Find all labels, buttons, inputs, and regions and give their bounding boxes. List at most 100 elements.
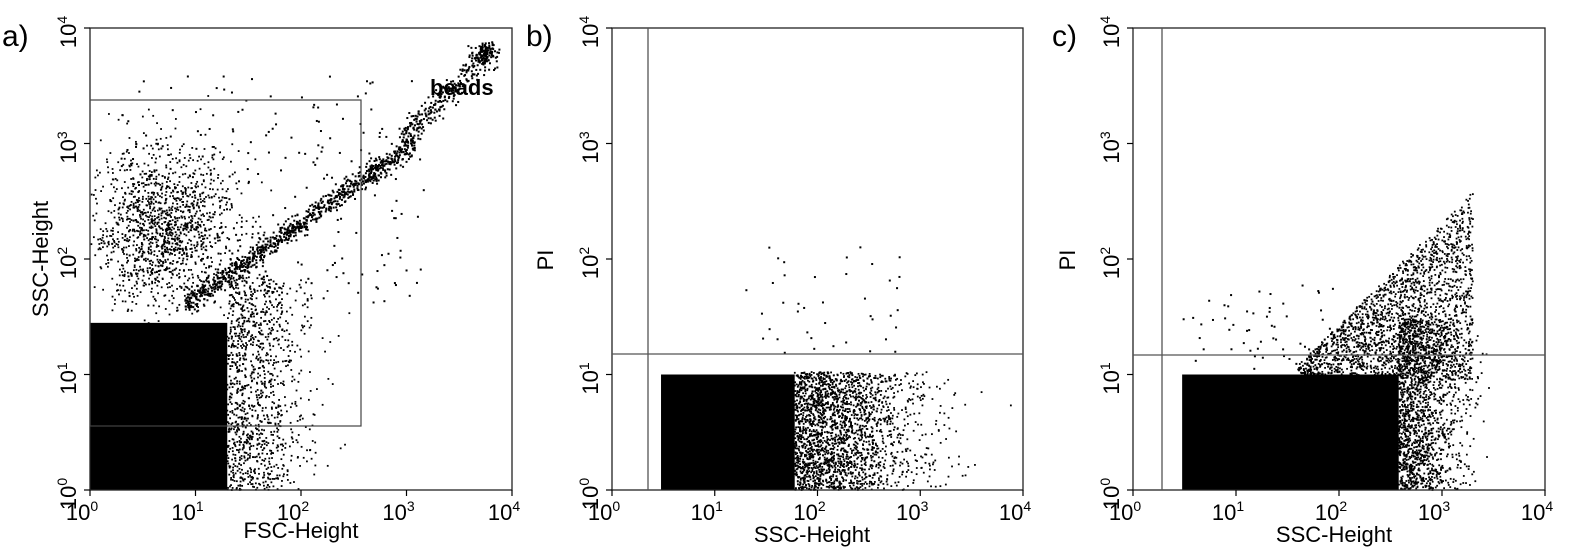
data-point [331,383,334,385]
data-point [143,238,146,241]
data-point [480,45,483,48]
data-point [823,420,826,423]
data-point [279,229,282,232]
data-point [127,218,129,220]
data-point [341,257,344,260]
data-point [376,270,379,273]
data-point [800,382,803,385]
data-point [895,378,897,381]
data-point [301,417,304,420]
data-point [886,396,889,399]
data-point [816,438,818,441]
data-point [341,185,344,188]
data-point [208,211,211,214]
data-point [405,140,408,143]
data-point [106,254,108,257]
data-point [438,114,441,117]
data-point [208,127,211,130]
data-point [281,382,284,385]
data-point [863,468,866,471]
data-point [181,262,184,265]
data-point [207,281,210,284]
data-point [439,106,442,109]
data-point [280,485,283,487]
data-point [894,373,896,376]
data-point [263,459,266,462]
data-point [943,382,946,385]
data-point [167,251,169,254]
data-point [396,161,399,164]
data-point [201,183,203,186]
data-point [853,466,856,469]
data-point [448,88,451,91]
data-point [402,150,405,153]
data-point [184,223,187,226]
data-point [869,435,871,438]
data-point [280,287,283,290]
data-point [331,201,334,204]
data-point [251,78,254,81]
data-point [192,301,195,304]
data-point [165,250,168,253]
data-point [243,462,245,465]
data-point [130,219,133,221]
x-tick-label: 101 [171,498,203,525]
data-point [483,54,486,57]
data-point [841,426,844,429]
data-point [232,340,235,342]
data-point [152,193,155,196]
data-point [836,438,839,441]
data-point [113,216,116,219]
data-point [182,210,185,213]
data-point [216,236,219,239]
data-point [259,359,262,362]
data-point [794,453,797,456]
data-point [336,190,339,193]
data-point [148,243,151,245]
data-point [146,215,149,218]
data-point [195,226,198,229]
data-point [402,140,405,143]
data-point [158,218,161,221]
data-point [347,282,350,285]
data-point [171,263,174,265]
data-point [341,117,344,120]
data-point [807,471,809,473]
data-point [422,118,425,121]
data-point [249,424,252,427]
data-point [820,448,823,450]
data-point [210,265,213,268]
data-point [238,380,241,383]
data-point [190,305,193,308]
data-point [172,172,174,175]
data-point [855,395,857,398]
data-point [176,242,178,245]
data-point [887,396,890,399]
data-point [289,233,292,236]
data-point [349,182,352,185]
data-point [220,276,222,279]
data-point [198,236,201,239]
data-point [300,445,303,448]
data-point [833,446,836,449]
data-point [888,434,891,436]
data-point [866,435,869,438]
data-point [277,223,280,226]
data-point [273,359,276,362]
data-point [267,246,270,249]
data-point [403,148,406,151]
data-point [160,186,163,189]
data-point [243,319,246,322]
data-point [844,387,847,390]
data-point [840,447,843,450]
data-point [163,235,166,238]
data-point [241,394,244,397]
data-point [193,214,196,217]
data-point [160,286,163,289]
data-point [242,387,245,389]
data-point [400,150,403,153]
data-point [967,466,970,468]
data-point [384,169,387,172]
data-point [178,237,181,240]
data-point [147,200,149,202]
